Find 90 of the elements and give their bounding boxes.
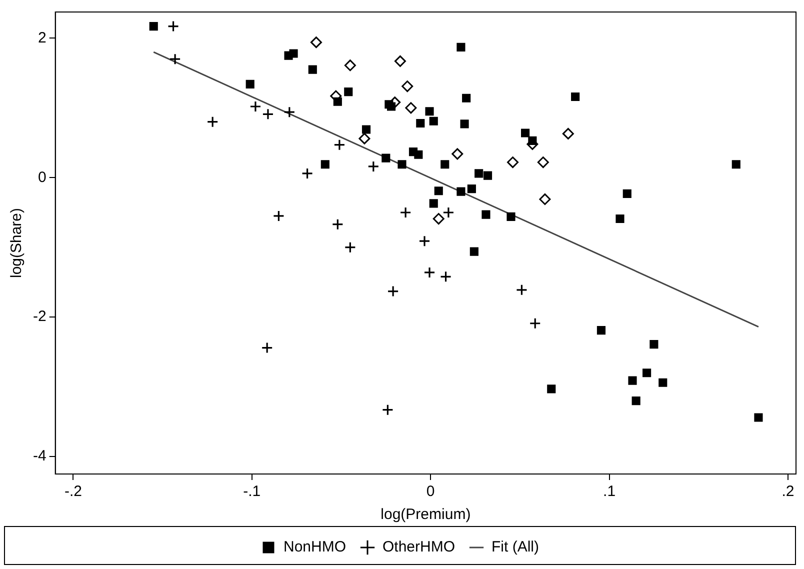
point [521,128,530,138]
point [456,187,466,196]
point [414,150,423,159]
point [440,270,452,282]
point [507,156,519,168]
point [562,128,574,140]
point [386,102,396,111]
point [650,340,658,349]
point [301,168,314,180]
point [261,342,273,354]
point [628,376,637,385]
point [642,368,652,378]
point [149,22,158,31]
point [506,212,516,221]
point [394,55,406,67]
point [571,92,580,102]
point [440,160,450,169]
point [387,285,399,298]
point [310,36,322,48]
point [344,60,356,72]
point [344,88,353,96]
point [332,218,344,230]
point [596,326,606,335]
x-tick-label: 0 [426,483,435,500]
point [474,169,484,178]
point [344,242,356,254]
x-tick-label: -.1 [243,483,261,500]
point [405,102,417,114]
point [250,100,262,112]
point [632,396,640,406]
point [289,49,298,58]
y-tick-label: -4 [32,448,46,465]
point [382,404,394,416]
legend-label: NonHMO [283,538,346,556]
y-tick-label: 0 [38,168,46,186]
legend-label: OtherHMO [382,538,456,556]
point [470,247,478,256]
point [246,80,254,88]
point [382,154,390,162]
point [272,210,284,222]
x-tick-label: .1 [603,483,616,500]
point [368,160,380,172]
point [616,214,624,224]
point [416,118,425,128]
point [456,42,466,52]
point [482,210,490,219]
point [754,413,763,422]
point [452,148,464,160]
point [434,186,443,196]
point [284,106,296,118]
point [333,97,342,106]
point [547,384,556,394]
point [424,266,436,278]
point [362,125,371,134]
point [460,120,469,128]
point [398,160,406,169]
point [622,189,632,198]
point [206,116,218,128]
point [334,139,346,151]
x-tick-label: -.2 [64,483,82,500]
y-tick-label: 2 [38,29,46,46]
point [528,136,537,145]
point [402,80,414,92]
y-axis-title: log(Share) [8,208,26,278]
point [442,206,454,218]
point [400,206,412,218]
point [462,94,471,102]
x-axis-title: log(Premium) [380,506,471,524]
point [537,156,549,168]
point [483,171,492,180]
point [432,213,444,225]
point [529,318,541,330]
point [732,160,740,169]
point [516,284,528,296]
point [167,20,180,32]
point [658,378,668,387]
point [320,160,330,169]
point [262,108,274,120]
point [418,235,430,247]
point [358,132,370,144]
legend-label: Fit (All) [492,538,540,556]
point [467,184,476,194]
point [425,107,434,116]
point [308,65,317,74]
point [429,116,438,126]
x-tick-label: .2 [782,483,794,500]
point [539,193,551,205]
point [169,53,181,65]
y-tick-label: -2 [32,308,46,326]
point [429,199,438,208]
